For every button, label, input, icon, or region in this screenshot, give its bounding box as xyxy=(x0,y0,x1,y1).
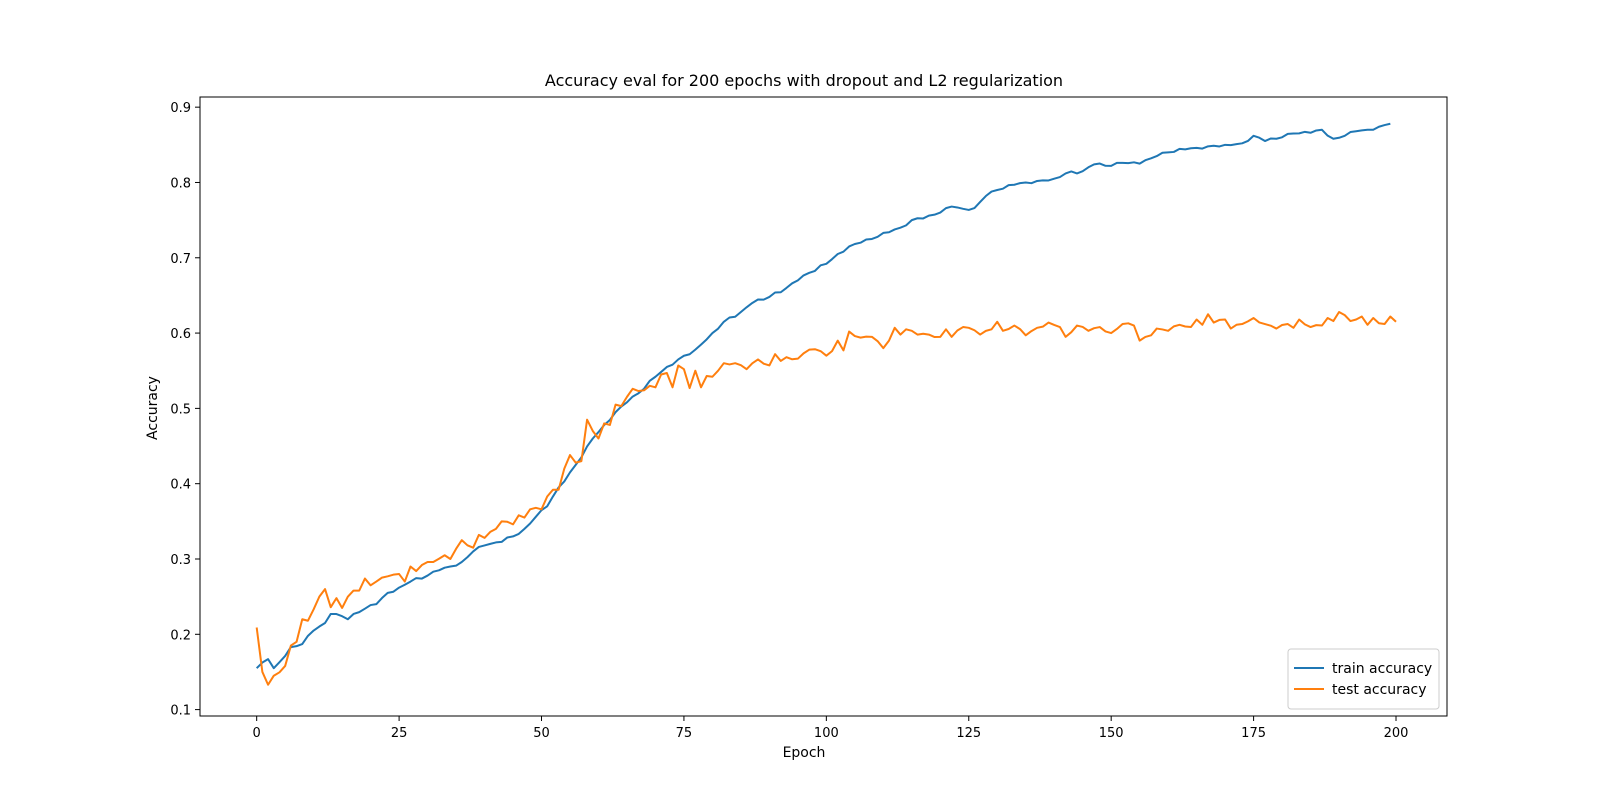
legend-entry-label: test accuracy xyxy=(1332,682,1427,698)
y-tick-label: 0.7 xyxy=(170,252,191,267)
series-line-test xyxy=(255,310,1397,686)
legend-entry-label: train accuracy xyxy=(1332,661,1432,677)
y-axis: 0.1 0.2 0.3 0.4 0.5 0.6 0.7 0.8 0.9 xyxy=(170,101,200,719)
plot-frame xyxy=(199,96,1448,717)
series-line-train xyxy=(255,122,1391,670)
x-tick-label: 175 xyxy=(1241,726,1266,741)
y-tick-label: 0.2 xyxy=(170,628,191,643)
x-tick-label: 150 xyxy=(1099,726,1124,741)
legend: train accuracy test accuracy xyxy=(1287,648,1440,710)
legend-box xyxy=(1287,648,1440,710)
x-tick-label: 50 xyxy=(533,726,550,741)
x-tick-label: 125 xyxy=(956,726,981,741)
y-tick-label: 0.9 xyxy=(170,101,191,116)
y-tick-label: 0.1 xyxy=(170,704,191,719)
x-tick-label: 25 xyxy=(391,726,408,741)
x-tick-label: 75 xyxy=(676,726,693,741)
y-tick-label: 0.6 xyxy=(170,327,191,342)
x-axis-label: Epoch xyxy=(783,745,826,761)
y-axis-label: Accuracy xyxy=(145,376,161,440)
x-tick-label: 200 xyxy=(1384,726,1409,741)
x-tick-label: 0 xyxy=(253,726,261,741)
chart-title: Accuracy eval for 200 epochs with dropou… xyxy=(545,71,1063,90)
x-axis: 0 25 50 75 100 125 150 175 200 xyxy=(253,716,1409,741)
y-tick-label: 0.4 xyxy=(170,478,191,493)
x-tick-label: 100 xyxy=(814,726,839,741)
y-tick-label: 0.5 xyxy=(170,402,191,417)
y-tick-label: 0.8 xyxy=(170,176,191,191)
plot-area xyxy=(255,122,1397,686)
y-tick-label: 0.3 xyxy=(170,553,191,568)
